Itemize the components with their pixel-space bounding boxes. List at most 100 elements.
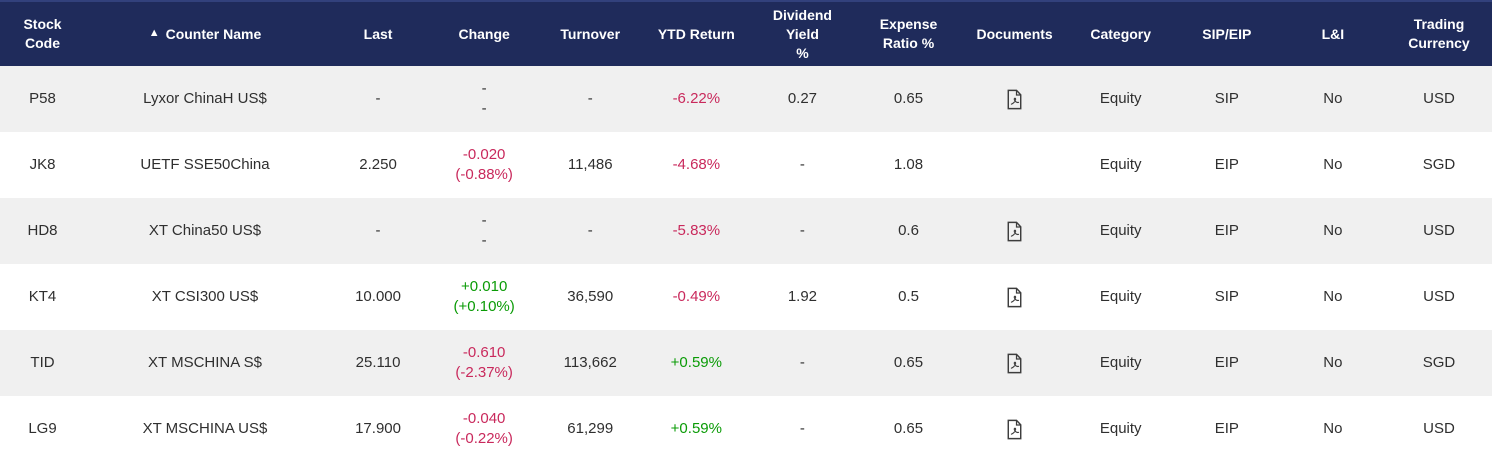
cell-change: -0.610 (-2.37%) [431,330,537,396]
category-value: Equity [1099,90,1142,107]
cell-l-and-i: No [1280,132,1386,198]
column-label: L&I [1321,25,1345,42]
pdf-file-icon[interactable] [1003,352,1026,375]
cell-change: -- [431,66,537,132]
counter-name-value: UETF SSE50China [140,156,270,173]
cell-trading-currency: SGD [1386,330,1492,396]
pdf-file-icon[interactable] [1003,418,1026,441]
table-row[interactable]: TID XT MSCHINA S$ 25.110 -0.610 (-2.37%) 113,… [0,330,1492,396]
table-row[interactable]: HD8 XT China50 US$ - - - - -5.83% -0.6 Equity EIP… [0,198,1492,264]
turnover-value: 61,299 [567,420,614,437]
l-and-i-value: No [1323,288,1343,305]
cell-ytd-return: +0.59% [643,396,749,462]
column-header-stock_code[interactable]: Stock Code [0,2,85,66]
cell-sip-eip: EIP [1174,198,1280,264]
sort-ascending-icon: ▲ [148,26,160,39]
cell-counter-name: XT CSI300 US$ [85,264,325,330]
cell-category: Equity [1068,66,1174,132]
pdf-file-icon[interactable] [1003,220,1026,243]
last-value: 25.110 [355,354,401,371]
cell-sip-eip: EIP [1174,330,1280,396]
column-header-l_and_i[interactable]: L&I [1280,2,1386,66]
column-header-expense_ratio[interactable]: Expense Ratio % [855,2,961,66]
column-header-turnover[interactable]: Turnover [537,2,643,66]
table-row[interactable]: KT4 XT CSI300 US$ 10.000 +0.010 (+0.10%) 36,5… [0,264,1492,330]
cell-sip-eip: SIP [1174,264,1280,330]
column-header-counter_name[interactable]: ▲ Counter Name [85,2,325,66]
column-label: YTD Return [657,25,735,42]
cell-category: Equity [1068,396,1174,462]
ytd-return-value: +0.59% [670,420,722,437]
column-header-ytd_return[interactable]: YTD Return [643,2,749,66]
cell-stock-code: LG9 [0,396,85,462]
counter-name-value: XT MSCHINA US$ [142,420,268,437]
cell-l-and-i: No [1280,66,1386,132]
cell-counter-name: UETF SSE50China [85,132,325,198]
category-value: Equity [1099,156,1142,173]
expense-ratio-value: 1.08 [893,156,924,173]
l-and-i-value: No [1323,222,1343,239]
table-row[interactable]: JK8 UETF SSE50China 2.250 -0.020 (-0.88%) 11,… [0,132,1492,198]
stock-code-value: P58 [29,90,56,107]
column-label: Change [458,25,510,42]
cell-turnover: - [537,66,643,132]
turnover-value: - [587,222,593,239]
table-header-row: Stock Code ▲ Counter Name Last Change Turnove… [0,0,1492,66]
sip-eip-value: EIP [1214,156,1239,173]
column-header-dividend_yield[interactable]: Dividend Yield % [749,2,855,66]
expense-ratio-value: 0.6 [898,222,919,239]
column-header-trading_currency[interactable]: Trading Currency [1386,2,1492,66]
expense-ratio-value: 0.65 [893,90,924,107]
last-value: - [375,90,381,107]
pdf-file-icon[interactable] [1003,286,1026,309]
cell-documents [962,66,1068,132]
column-header-change[interactable]: Change [431,2,537,66]
ytd-return-value: -6.22% [672,90,721,107]
change-percent: (-2.37%) [455,364,513,381]
trading-currency-value: SGD [1422,156,1456,173]
column-header-category[interactable]: Category [1068,2,1174,66]
cell-l-and-i: No [1280,396,1386,462]
cell-turnover: 113,662 [537,330,643,396]
cell-sip-eip: EIP [1174,132,1280,198]
column-header-sip_eip[interactable]: SIP/EIP [1174,2,1280,66]
cell-ytd-return: -4.68% [643,132,749,198]
change-value: -0.020 [462,146,506,163]
stock-code-value: KT4 [28,288,57,305]
cell-expense-ratio: 0.65 [855,66,961,132]
column-label: Dividend Yield % [772,6,832,61]
cell-expense-ratio: 0.65 [855,330,961,396]
change-value: +0.010 [460,278,508,295]
ytd-return-value: -0.49% [672,288,721,305]
table-row[interactable]: LG9 XT MSCHINA US$ 17.900 -0.040 (-0.22%) 61,… [0,396,1492,462]
counter-name-value: XT China50 US$ [148,222,262,239]
trading-currency-value: USD [1423,420,1455,437]
cell-change: +0.010 (+0.10%) [431,264,537,330]
cell-dividend-yield: - [749,198,855,264]
cell-change: -0.040 (-0.22%) [431,396,537,462]
turnover-value: 11,486 [567,156,613,173]
cell-l-and-i: No [1280,330,1386,396]
column-header-last[interactable]: Last [325,2,431,66]
category-value: Equity [1099,222,1142,239]
l-and-i-value: No [1323,354,1343,371]
counter-name-value: Lyxor ChinaH US$ [143,90,267,107]
cell-documents [962,198,1068,264]
counter-name-value: XT MSCHINA S$ [148,354,262,371]
column-label: Trading Currency [1408,16,1470,51]
pdf-file-icon[interactable] [1003,88,1026,111]
dividend-yield-value: 1.92 [787,288,818,305]
table-row[interactable]: P58 Lyxor ChinaH US$ - - - - -6.22% 0.27 0.65 Equ… [0,66,1492,132]
cell-documents [962,264,1068,330]
trading-currency-value: USD [1423,90,1455,107]
cell-counter-name: XT MSCHINA S$ [85,330,325,396]
turnover-value: 113,662 [563,354,617,371]
column-label: Category [1090,25,1152,42]
turnover-value: 36,590 [567,288,614,305]
l-and-i-value: No [1323,90,1343,107]
change-percent: (-0.88%) [455,166,513,183]
cell-category: Equity [1068,330,1174,396]
column-header-documents[interactable]: Documents [962,2,1068,66]
change-percent: (-0.22%) [455,430,513,447]
